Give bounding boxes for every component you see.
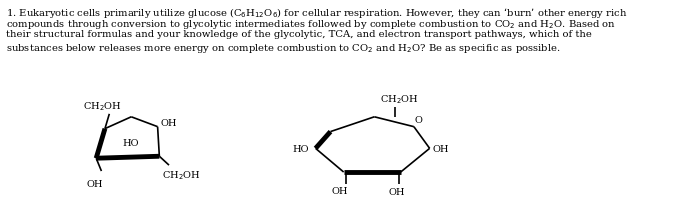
Text: compounds through conversion to glycolytic intermediates followed by complete co: compounds through conversion to glycolyt… [6, 18, 616, 31]
Text: OH: OH [331, 186, 347, 195]
Text: HO: HO [293, 144, 309, 153]
Text: OH: OH [160, 119, 176, 128]
Text: CH$_2$OH: CH$_2$OH [83, 100, 122, 113]
Text: O: O [414, 115, 423, 124]
Text: OH: OH [433, 144, 449, 153]
Text: OH: OH [388, 187, 405, 196]
Text: their structural formulas and your knowledge of the glycolytic, TCA, and electro: their structural formulas and your knowl… [6, 30, 592, 39]
Text: HO: HO [122, 138, 139, 147]
Text: substances below releases more energy on complete combustion to CO$_2$ and H$_2$: substances below releases more energy on… [6, 42, 561, 54]
Text: CH$_2$OH: CH$_2$OH [162, 168, 201, 181]
Text: OH: OH [86, 179, 103, 188]
Text: CH$_2$OH: CH$_2$OH [379, 93, 419, 106]
Text: 1. Eukaryotic cells primarily utilize glucose (C$_6$H$_{12}$O$_6$) for cellular : 1. Eukaryotic cells primarily utilize gl… [6, 6, 627, 20]
